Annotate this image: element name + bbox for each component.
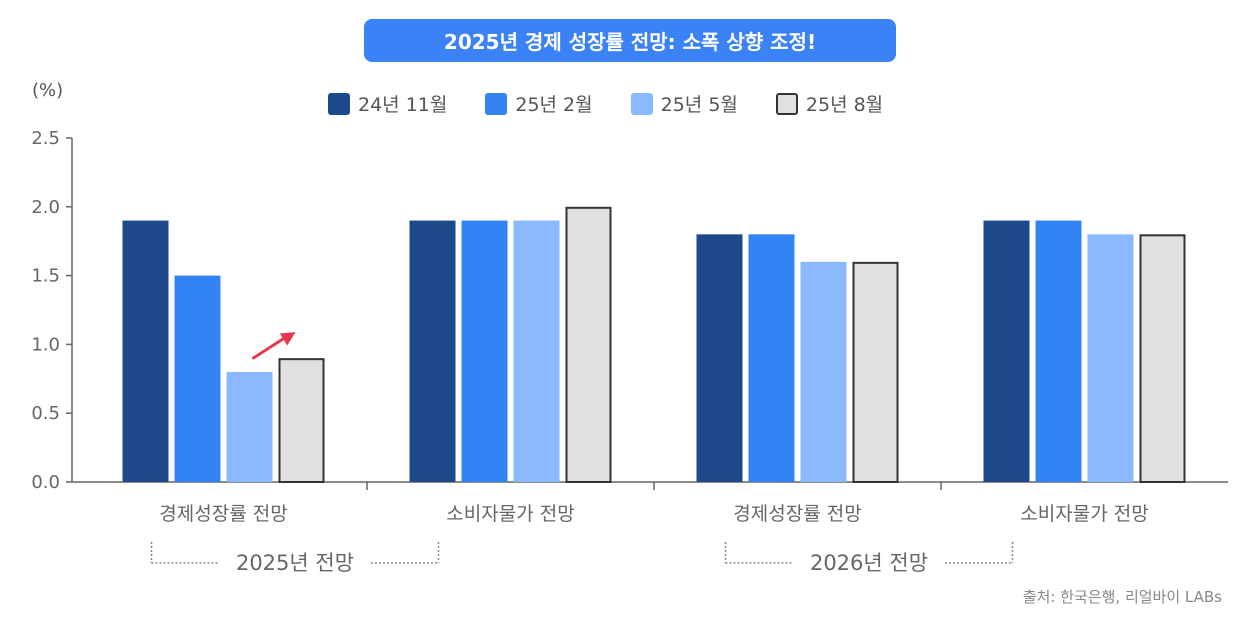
- legend-item: 24년 11월: [328, 90, 447, 117]
- bar: [983, 220, 1030, 482]
- y-tick-label: 1.5: [31, 266, 60, 287]
- bar: [226, 371, 273, 482]
- legend-swatch: [485, 92, 508, 115]
- x-category-label: 경제성장률 전망: [159, 503, 287, 525]
- y-tick-label: 1.0: [31, 334, 60, 355]
- bar: [1139, 234, 1186, 483]
- group-label: 2026년 전망: [810, 551, 928, 575]
- x-category-label: 경제성장률 전망: [733, 503, 861, 525]
- bar: [461, 220, 508, 482]
- source-note: 출처: 한국은행, 리얼바이 LABs: [1022, 588, 1222, 606]
- trend-arrow-shaft: [252, 334, 289, 360]
- legend: 24년 11월 25년 2월 25년 5월 25년 8월: [328, 90, 883, 117]
- bar: [696, 234, 743, 482]
- bar: [852, 261, 899, 483]
- y-tick-label: 2.5: [31, 128, 60, 149]
- group-label: 2025년 전망: [236, 551, 354, 575]
- bar: [409, 220, 456, 482]
- y-tick-label: 0.0: [31, 472, 60, 493]
- legend-swatch: [775, 92, 798, 115]
- legend-swatch: [630, 92, 653, 115]
- bar: [1035, 220, 1082, 482]
- legend-swatch: [328, 92, 350, 115]
- y-tick-label: 2.0: [31, 197, 60, 218]
- chart-title: 2025년 경제 성장률 전망: 소폭 상향 조정!: [364, 19, 896, 62]
- x-category-label: 소비자물가 전망: [446, 503, 574, 525]
- x-category-label: 소비자물가 전망: [1020, 503, 1148, 525]
- bar: [278, 358, 325, 483]
- legend-label: 25년 8월: [805, 94, 884, 116]
- y-tick-label: 0.5: [31, 403, 60, 424]
- legend-label: 25년 2월: [515, 94, 593, 116]
- legend-label: 24년 11월: [358, 94, 448, 116]
- bar: [122, 220, 169, 482]
- bar: [513, 220, 560, 482]
- y-unit-label: (%): [32, 80, 64, 101]
- trend-arrow-head: [279, 332, 296, 346]
- legend-label: 25년 5월: [660, 94, 738, 116]
- legend-item: 25년 5월: [630, 90, 738, 117]
- bar: [565, 206, 612, 484]
- legend-item: 25년 2월: [485, 90, 593, 117]
- bar: [1087, 234, 1134, 482]
- bar: [748, 234, 795, 482]
- bar: [174, 275, 221, 482]
- legend-item: 25년 8월: [775, 90, 884, 117]
- bar: [800, 261, 847, 482]
